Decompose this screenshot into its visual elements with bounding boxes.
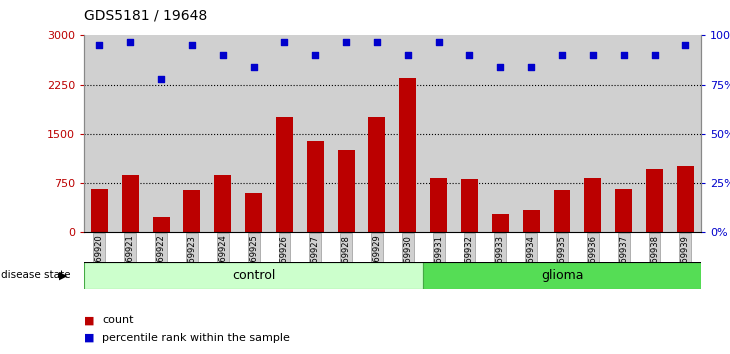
- Bar: [646, 169, 663, 232]
- Point: [649, 52, 661, 58]
- Point: [310, 52, 321, 58]
- Bar: [84, 262, 423, 289]
- Bar: [215, 175, 231, 232]
- Bar: [615, 189, 632, 232]
- Bar: [553, 190, 570, 232]
- Point: [93, 42, 105, 48]
- Bar: [399, 78, 416, 232]
- Point: [464, 52, 475, 58]
- Point: [556, 52, 568, 58]
- Point: [433, 39, 445, 45]
- Bar: [461, 179, 478, 232]
- Point: [402, 52, 414, 58]
- Text: ■: ■: [84, 315, 94, 325]
- Bar: [585, 177, 602, 232]
- Text: control: control: [232, 269, 275, 282]
- Point: [279, 39, 291, 45]
- Bar: [307, 142, 323, 232]
- Bar: [153, 217, 169, 232]
- Point: [371, 39, 383, 45]
- Bar: [183, 190, 200, 232]
- Point: [340, 39, 352, 45]
- Bar: [122, 175, 139, 232]
- Text: disease state: disease state: [1, 270, 71, 280]
- Point: [217, 52, 228, 58]
- Bar: [430, 178, 447, 232]
- Bar: [492, 214, 509, 232]
- Bar: [338, 150, 355, 232]
- Point: [587, 52, 599, 58]
- Point: [494, 64, 506, 70]
- Point: [247, 64, 259, 70]
- Bar: [677, 166, 694, 232]
- Text: percentile rank within the sample: percentile rank within the sample: [102, 333, 290, 343]
- Point: [618, 52, 629, 58]
- Text: glioma: glioma: [541, 269, 583, 282]
- Point: [124, 39, 136, 45]
- Point: [680, 42, 691, 48]
- Text: ■: ■: [84, 333, 94, 343]
- Bar: [245, 193, 262, 232]
- Text: count: count: [102, 315, 134, 325]
- Point: [526, 64, 537, 70]
- Bar: [369, 117, 385, 232]
- Bar: [523, 210, 539, 232]
- Text: ▶: ▶: [58, 270, 67, 280]
- Text: GDS5181 / 19648: GDS5181 / 19648: [84, 9, 207, 23]
- Bar: [91, 189, 108, 232]
- Point: [186, 42, 198, 48]
- Bar: [423, 262, 701, 289]
- Bar: [276, 117, 293, 232]
- Point: [155, 76, 167, 81]
